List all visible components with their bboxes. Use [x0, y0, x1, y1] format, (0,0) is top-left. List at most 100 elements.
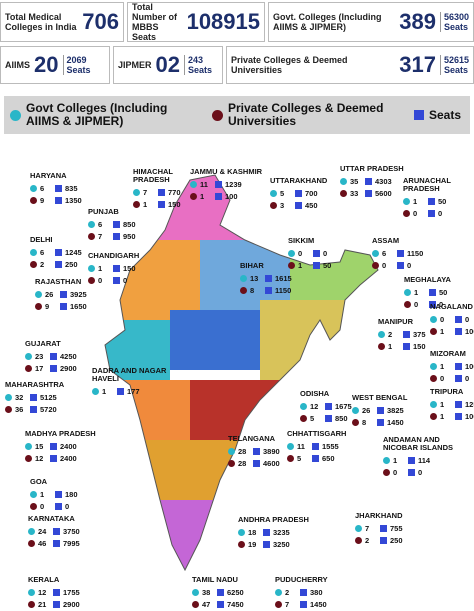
- map-outline: [104, 174, 379, 572]
- state-block: GUJARAT 23 4250 17 2900: [25, 340, 103, 374]
- private-count: 8: [362, 417, 367, 427]
- govt-seats: 375: [413, 329, 426, 339]
- govt-count: 6: [40, 183, 45, 193]
- govt-count: 6: [382, 248, 387, 258]
- state-name: CHANDIGARH: [88, 251, 140, 260]
- govt-dot: [30, 248, 37, 256]
- private-dot: [378, 342, 385, 350]
- private-dot: [404, 300, 411, 308]
- govt-dot: [133, 188, 140, 196]
- private-row: 1 150: [133, 198, 211, 210]
- govt-dot: [5, 393, 12, 401]
- state-name: ANDAMAN AND NICOBAR ISLANDS: [383, 435, 454, 452]
- govt-count: 1: [413, 196, 418, 206]
- private-count: 28: [238, 458, 247, 468]
- private-row: 28 4600: [228, 457, 306, 469]
- govt-seats: 770: [168, 187, 181, 197]
- private-row: 7 1450: [275, 598, 353, 610]
- state-name: KERALA: [28, 575, 60, 584]
- govt-seats: 1615: [275, 273, 292, 283]
- state-name: JHARKHAND: [355, 511, 403, 520]
- seat-square: [50, 454, 57, 462]
- seat-square: [295, 189, 302, 197]
- private-dot: [35, 302, 42, 310]
- govt-row: 6 1150: [372, 247, 450, 259]
- seat-square: [380, 536, 387, 544]
- seat-square: [429, 300, 436, 308]
- seat-unit: Seats: [66, 65, 91, 75]
- govt-dot: [30, 184, 37, 192]
- private-seats: 2900: [60, 363, 77, 373]
- govt-row: 1 50: [403, 195, 474, 207]
- govt-count: 7: [365, 523, 370, 533]
- private-count: 21: [38, 599, 47, 609]
- private-row: 36 5720: [5, 403, 83, 415]
- private-dot: [25, 364, 32, 372]
- private-count: 1: [298, 260, 303, 270]
- seat-square: [55, 184, 62, 192]
- govt-dot: [430, 362, 437, 370]
- govt-seats: 3925: [70, 289, 87, 299]
- seat-square: [53, 600, 60, 608]
- seat-count: 243: [188, 55, 204, 65]
- stat-value: 706: [82, 9, 119, 34]
- private-seats: 0: [407, 260, 412, 270]
- govt-dot: [383, 456, 390, 464]
- govt-count: 12: [310, 401, 319, 411]
- govt-row: 13 1615: [240, 272, 318, 284]
- private-count: 47: [202, 599, 211, 609]
- state-block: TAMIL NADU 38 6250 47 7450: [192, 576, 270, 610]
- seat-square: [428, 197, 435, 205]
- govt-seats: 3825: [387, 405, 404, 415]
- stat-value: 20: [34, 52, 59, 77]
- govt-count: 1: [98, 263, 103, 273]
- govt-count: 12: [38, 587, 47, 597]
- seat-square: [30, 405, 37, 413]
- private-seats: 150: [168, 199, 181, 209]
- state-name: NAGALAND: [430, 302, 473, 311]
- govt-count: 2: [285, 587, 290, 597]
- state-block: KARNATAKA 24 3750 46 7995: [28, 515, 106, 549]
- seat-square: [429, 288, 436, 296]
- govt-count: 24: [38, 526, 47, 536]
- private-seats: 250: [390, 535, 403, 545]
- state-name: JAMMU & KASHMIR: [190, 167, 263, 176]
- seat-square: [265, 286, 272, 294]
- seat-square: [428, 209, 435, 217]
- state-name: KARNATAKA: [28, 514, 75, 523]
- seat-square: [313, 261, 320, 269]
- govt-row: 38 6250: [192, 586, 270, 598]
- state-name: PUNJAB: [88, 207, 119, 216]
- private-row: 9 1650: [35, 300, 113, 312]
- govt-row: 32 5125: [5, 391, 83, 403]
- private-seats: 0: [439, 299, 444, 309]
- state-block: TELANGANA 28 3890 28 4600: [228, 435, 306, 469]
- state-name: WEST BENGAL: [352, 393, 408, 402]
- stat-label: Total Number of MBBS Seats: [132, 2, 177, 42]
- seat-square: [408, 468, 415, 476]
- private-seats: 250: [65, 259, 78, 269]
- state-block: SIKKIM 0 0 1 50: [288, 237, 366, 271]
- govt-count: 1: [440, 361, 445, 371]
- stat-value: 389: [399, 9, 436, 34]
- private-row: 33 5600: [340, 187, 418, 199]
- govt-row: 7 770: [133, 186, 211, 198]
- govt-dot: [228, 447, 235, 455]
- seat-unit: Seats: [443, 22, 468, 32]
- private-count: 3: [280, 200, 285, 210]
- govt-dot: [340, 177, 347, 185]
- govt-seats: 755: [390, 523, 403, 533]
- state-name: BIHAR: [240, 261, 264, 270]
- state-name: TELANGANA: [228, 434, 276, 443]
- state-block: JHARKHAND 7 755 2 250: [355, 512, 433, 546]
- stat-box: JIPMER 02 243 Seats: [113, 46, 223, 84]
- seat-count: 56300: [443, 12, 469, 22]
- seat-square: [113, 276, 120, 284]
- seat-square: [53, 588, 60, 596]
- private-row: 1 100: [190, 190, 268, 202]
- govt-count: 11: [200, 179, 208, 189]
- private-dot: [5, 405, 12, 413]
- seat-square: [117, 387, 124, 395]
